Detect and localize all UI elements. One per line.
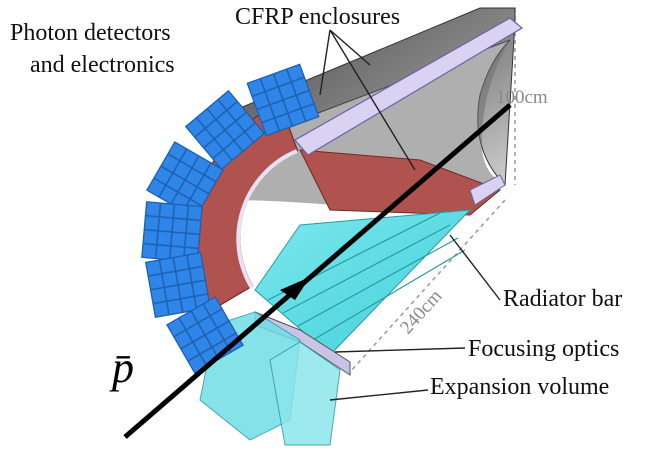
- particle-label: p̄: [109, 343, 134, 392]
- cfrp-bar: [294, 17, 524, 156]
- label: CFRP enclosures: [235, 4, 400, 30]
- arrow-head: [280, 277, 310, 300]
- label: and electronics: [30, 52, 175, 78]
- detectors: [141, 63, 320, 374]
- enclosure-side: [299, 149, 501, 216]
- dimension-lines: [349, 8, 516, 373]
- leader-lines: [319, 29, 501, 401]
- label: Radiator bar: [503, 286, 622, 312]
- label: Expansion volume: [430, 374, 609, 400]
- label: Focusing optics: [468, 336, 619, 362]
- cfrp-end: [469, 174, 506, 206]
- label: Photon detectors: [10, 20, 171, 46]
- dimension-label: 240cm: [396, 286, 446, 339]
- particle-track: [123, 103, 512, 439]
- expansion-volume: [269, 341, 341, 446]
- inner-ring: [236, 149, 298, 290]
- dimension-label: 100cm: [496, 87, 548, 108]
